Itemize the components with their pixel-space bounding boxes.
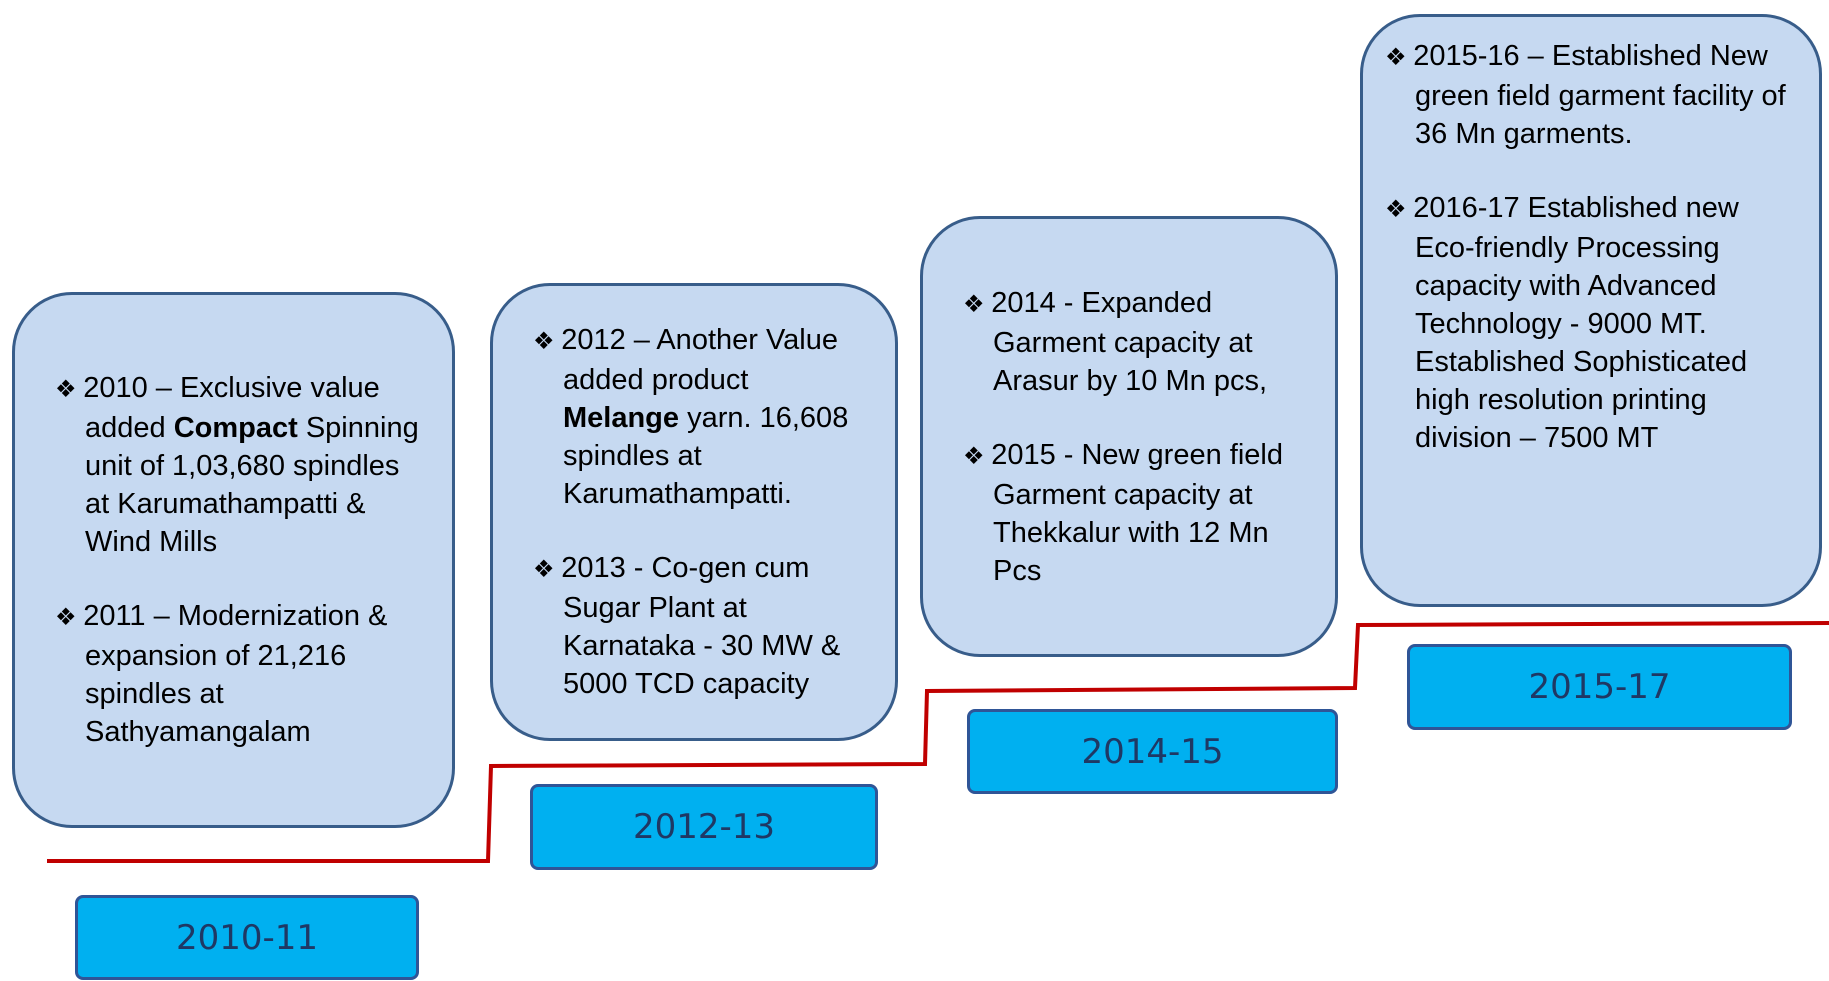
milestone-box: 2012 – Another Value added product Melan… bbox=[490, 283, 898, 741]
item-text: Melange bbox=[563, 402, 680, 434]
item-text: Compact bbox=[173, 412, 298, 444]
milestone-item: 2011 – Modernization & expansion of 21,2… bbox=[55, 597, 428, 751]
milestone-item: 2012 – Another Value added product Melan… bbox=[533, 321, 871, 513]
item-text: 2015-16 – Established New green field ga… bbox=[1413, 40, 1786, 150]
item-text: 2010 – Exclusive value added bbox=[83, 372, 380, 444]
period-label: 2012-13 bbox=[530, 784, 878, 870]
item-text: 2016-17 Established new Eco-friendly Pro… bbox=[1413, 192, 1748, 454]
item-text: 2011 – Modernization & expansion of 21,2… bbox=[83, 600, 388, 748]
item-text: 2013 - Co-gen cum Sugar Plant at Karnata… bbox=[561, 552, 841, 700]
item-text: yarn. 16,608 spindles at Karumathampatti… bbox=[563, 402, 849, 510]
milestone-box: 2010 – Exclusive value added Compact Spi… bbox=[12, 292, 455, 828]
period-label: 2010-11 bbox=[75, 895, 419, 980]
milestone-item: 2014 - Expanded Garment capacity at Aras… bbox=[963, 284, 1311, 400]
milestone-item: 2016-17 Established new Eco-friendly Pro… bbox=[1385, 189, 1795, 457]
milestone-box: 2014 - Expanded Garment capacity at Aras… bbox=[920, 216, 1338, 657]
milestone-box: 2015-16 – Established New green field ga… bbox=[1360, 14, 1822, 607]
period-label: 2014-15 bbox=[967, 709, 1338, 794]
period-label: 2015-17 bbox=[1407, 644, 1792, 730]
item-text: Spinning unit of 1,03,680 spindles at Ka… bbox=[85, 412, 419, 558]
milestone-item: 2010 – Exclusive value added Compact Spi… bbox=[55, 369, 428, 561]
step-line bbox=[47, 621, 1829, 863]
milestone-item: 2015-16 – Established New green field ga… bbox=[1385, 37, 1795, 153]
item-text: 2012 – Another Value added product bbox=[561, 324, 838, 396]
milestone-item: 2015 - New green field Garment capacity … bbox=[963, 436, 1311, 590]
item-text: 2014 - Expanded Garment capacity at Aras… bbox=[991, 286, 1267, 397]
milestone-item: 2013 - Co-gen cum Sugar Plant at Karnata… bbox=[533, 549, 871, 703]
item-text: 2015 - New green field Garment capacity … bbox=[991, 438, 1283, 587]
